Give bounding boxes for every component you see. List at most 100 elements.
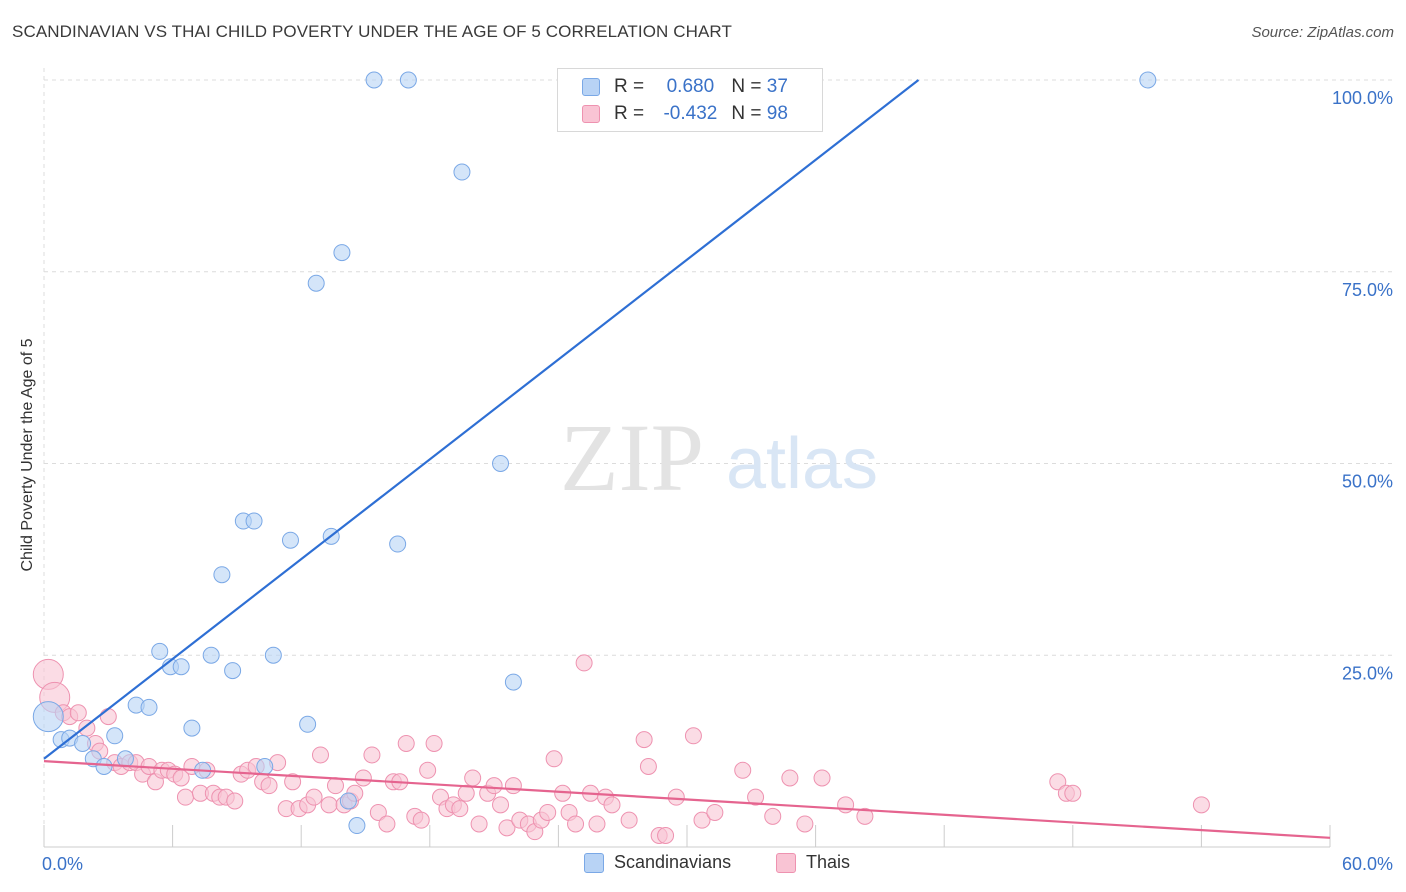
scandinavians-point-3 — [74, 734, 92, 752]
x-tick-label-max: 60.0% — [1342, 854, 1393, 874]
watermark: ZIP atlas — [560, 404, 878, 511]
y-axis-label: Child Poverty Under the Age of 5 — [19, 338, 36, 572]
thais-point-64 — [485, 777, 503, 795]
thais-point-40 — [320, 796, 338, 814]
scandinavians-point-31 — [399, 71, 417, 89]
correlation-legend: R = 0.680 N = 37 R = -0.432 N = 98 — [557, 68, 823, 132]
tick-labels: 25.0% 50.0% 75.0% 100.0% 0.0% 60.0% — [42, 88, 1393, 874]
thais-point-91 — [734, 761, 752, 779]
series-legend: Scandinavians Thais — [0, 852, 1406, 878]
x-tick-label-min: 0.0% — [42, 854, 83, 874]
thais-point-81 — [603, 796, 621, 814]
scandinavians-point-0 — [32, 701, 64, 733]
thais-point-32 — [260, 777, 278, 795]
thais-point-39 — [311, 746, 329, 764]
thais-point-77 — [575, 654, 593, 672]
thais-point-59 — [451, 800, 469, 818]
thais-point-73 — [545, 750, 563, 768]
thais-point-98 — [856, 807, 874, 825]
thais-point-61 — [464, 769, 482, 787]
thais-point-89 — [693, 811, 711, 829]
thais-point-99 — [1049, 773, 1067, 791]
thais-point-4 — [69, 704, 87, 722]
thais-point-82 — [620, 811, 638, 829]
scandinavians-point-29 — [365, 71, 383, 89]
scandinavians-point-26 — [333, 244, 351, 262]
thais-point-95 — [796, 815, 814, 833]
thais-point-84 — [639, 757, 657, 775]
pink-swatch — [582, 105, 600, 123]
thais-point-46 — [363, 746, 381, 764]
r-label: R = — [614, 76, 645, 97]
thais-point-76 — [567, 815, 585, 833]
r-value: -0.432 — [663, 103, 718, 124]
y-tick-label: 100.0% — [1332, 88, 1393, 108]
thais-point-65 — [492, 796, 510, 814]
thais-point-35 — [284, 773, 302, 791]
scandinavians-point-6 — [106, 727, 124, 745]
trendlines — [43, 79, 1331, 839]
source-label: Source: ZipAtlas.com — [1251, 24, 1394, 41]
scandinavians-point-7 — [116, 750, 134, 768]
scandinavians-point-5 — [95, 757, 113, 775]
legend-item-thais[interactable]: Thais — [776, 852, 850, 873]
scandinavians-point-32 — [453, 163, 471, 181]
scandinavians-point-12 — [172, 658, 190, 676]
n-value: 37 — [766, 76, 788, 97]
thais-point-90 — [706, 803, 724, 821]
scandinavians-point-34 — [504, 673, 522, 691]
watermark-zip: ZIP — [560, 404, 704, 511]
thais-point-72 — [539, 803, 557, 821]
thais-point-55 — [425, 734, 443, 752]
legend-item-scandinavians[interactable]: Scandinavians — [584, 852, 731, 873]
scandinavians-point-33 — [492, 455, 510, 472]
scandinavians-point-27 — [339, 792, 357, 810]
thais-point-67 — [504, 777, 522, 795]
y-tick-label: 75.0% — [1342, 280, 1393, 300]
thais-point-93 — [764, 807, 782, 825]
thais-point-92 — [747, 788, 765, 806]
axes — [43, 825, 1331, 848]
thais-point-96 — [813, 769, 831, 787]
thais-point-79 — [588, 815, 606, 833]
thais-point-27 — [226, 792, 244, 810]
legend-row-thais: R = -0.432 N = 98 — [582, 102, 788, 126]
scandinavians-point-21 — [264, 646, 282, 664]
y-tick-label: 50.0% — [1342, 472, 1393, 492]
scandinavians-point-23 — [299, 715, 317, 733]
thais-point-86 — [657, 826, 675, 844]
thais-point-8 — [99, 708, 117, 726]
n-value: 98 — [766, 103, 788, 124]
thais-point-51 — [397, 734, 415, 752]
thais-point-53 — [412, 811, 430, 829]
scandinavians-point-13 — [183, 719, 201, 737]
thais-point-41 — [326, 777, 344, 795]
scandinavians-point-16 — [213, 566, 231, 584]
thais-point-62 — [470, 815, 488, 833]
scandinavians-point-17 — [224, 662, 242, 680]
watermark-atlas: atlas — [726, 424, 878, 504]
scandinavians-point-19 — [245, 512, 263, 530]
thais-trendline — [43, 759, 1331, 839]
thais-point-45 — [354, 769, 372, 787]
thais-point-48 — [378, 815, 396, 833]
scandinavians-point-10 — [151, 642, 169, 660]
thais-points — [32, 654, 1210, 844]
thais-point-20 — [176, 788, 194, 806]
legend-row-scandinavians: R = 0.680 N = 37 — [582, 75, 788, 99]
thais-point-97 — [837, 796, 855, 814]
scandinavians-point-22 — [281, 531, 299, 549]
legend-label-thais: Thais — [806, 852, 851, 872]
scandinavians-point-36 — [1139, 71, 1157, 89]
scandinavians-point-20 — [256, 757, 274, 775]
scandinavians-trendline — [43, 79, 920, 760]
thais-point-101 — [1064, 784, 1082, 802]
scandinavians-point-28 — [348, 817, 366, 835]
scandinavians-point-9 — [140, 698, 158, 716]
thais-point-54 — [419, 761, 437, 779]
thais-point-66 — [498, 819, 516, 837]
thais-point-47 — [369, 803, 387, 821]
blue-swatch — [582, 78, 600, 96]
thais-point-87 — [667, 788, 685, 806]
